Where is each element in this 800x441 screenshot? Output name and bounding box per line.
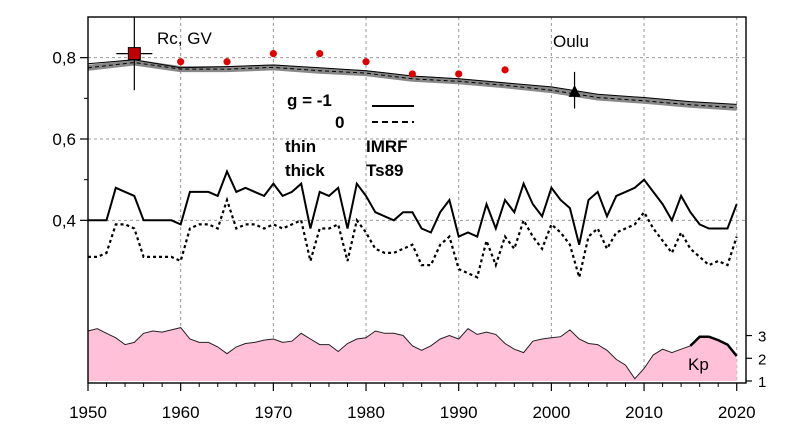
rc-thick-dashed <box>87 61 737 109</box>
x-tick-label: 2000 <box>532 403 570 422</box>
x-tick-label: 1970 <box>254 403 292 422</box>
rc-measured-point <box>223 58 231 66</box>
rc-measured-point <box>501 66 509 74</box>
dotted-series-line <box>88 196 738 279</box>
kp-tick-label: 2 <box>758 351 766 368</box>
data-series <box>87 59 738 279</box>
solid-series-line <box>88 168 738 245</box>
rc-measured-point <box>316 50 324 58</box>
x-tick-label: 1960 <box>162 403 200 422</box>
rc-measured-point <box>362 58 370 66</box>
y-tick-label: 0,6 <box>52 130 76 149</box>
legend-imrf-label: IMRF <box>366 137 408 156</box>
rc-measured-point <box>408 70 416 78</box>
square-point <box>127 47 141 61</box>
y-tick-label: 0,8 <box>52 49 76 68</box>
kp-tick-label: 3 <box>758 329 766 346</box>
rc-measured-point <box>269 50 277 58</box>
y-tick-label: 0,4 <box>52 211 76 230</box>
legend-zero-label: 0 <box>335 113 344 132</box>
kp-tick-label: 1 <box>758 374 766 391</box>
rc-measured-point <box>455 70 463 78</box>
legend-thin-label: thin <box>285 137 316 156</box>
kp-label: Kp <box>688 355 709 374</box>
plot-frame <box>87 16 747 384</box>
kp-area <box>88 327 737 381</box>
x-tick-label: 1990 <box>440 403 478 422</box>
data-markers <box>116 17 581 109</box>
triangle-point <box>568 84 581 97</box>
legend-g-label: g = -1 <box>287 91 332 110</box>
x-tick-label: 1980 <box>347 403 385 422</box>
kp-line-recent <box>689 335 738 357</box>
kp-area-series <box>87 327 738 381</box>
kp-line <box>87 327 738 380</box>
legend-thick-label: thick <box>285 161 325 180</box>
legend-ts89-label: Ts89 <box>366 161 404 180</box>
rc-measured-point <box>177 58 185 66</box>
grid-lines <box>88 17 746 383</box>
x-tick-label: 2010 <box>625 403 663 422</box>
x-tick-label: 2020 <box>718 403 756 422</box>
station-label: Oulu <box>553 32 589 51</box>
rc-label: Rc, GV <box>157 29 212 48</box>
x-tick-label: 1950 <box>69 403 107 422</box>
axis-ticks-and-labels: 1950 1960 1970 1980 1990 2000 2010 2020 0,4 0,6 0,… <box>52 49 766 422</box>
